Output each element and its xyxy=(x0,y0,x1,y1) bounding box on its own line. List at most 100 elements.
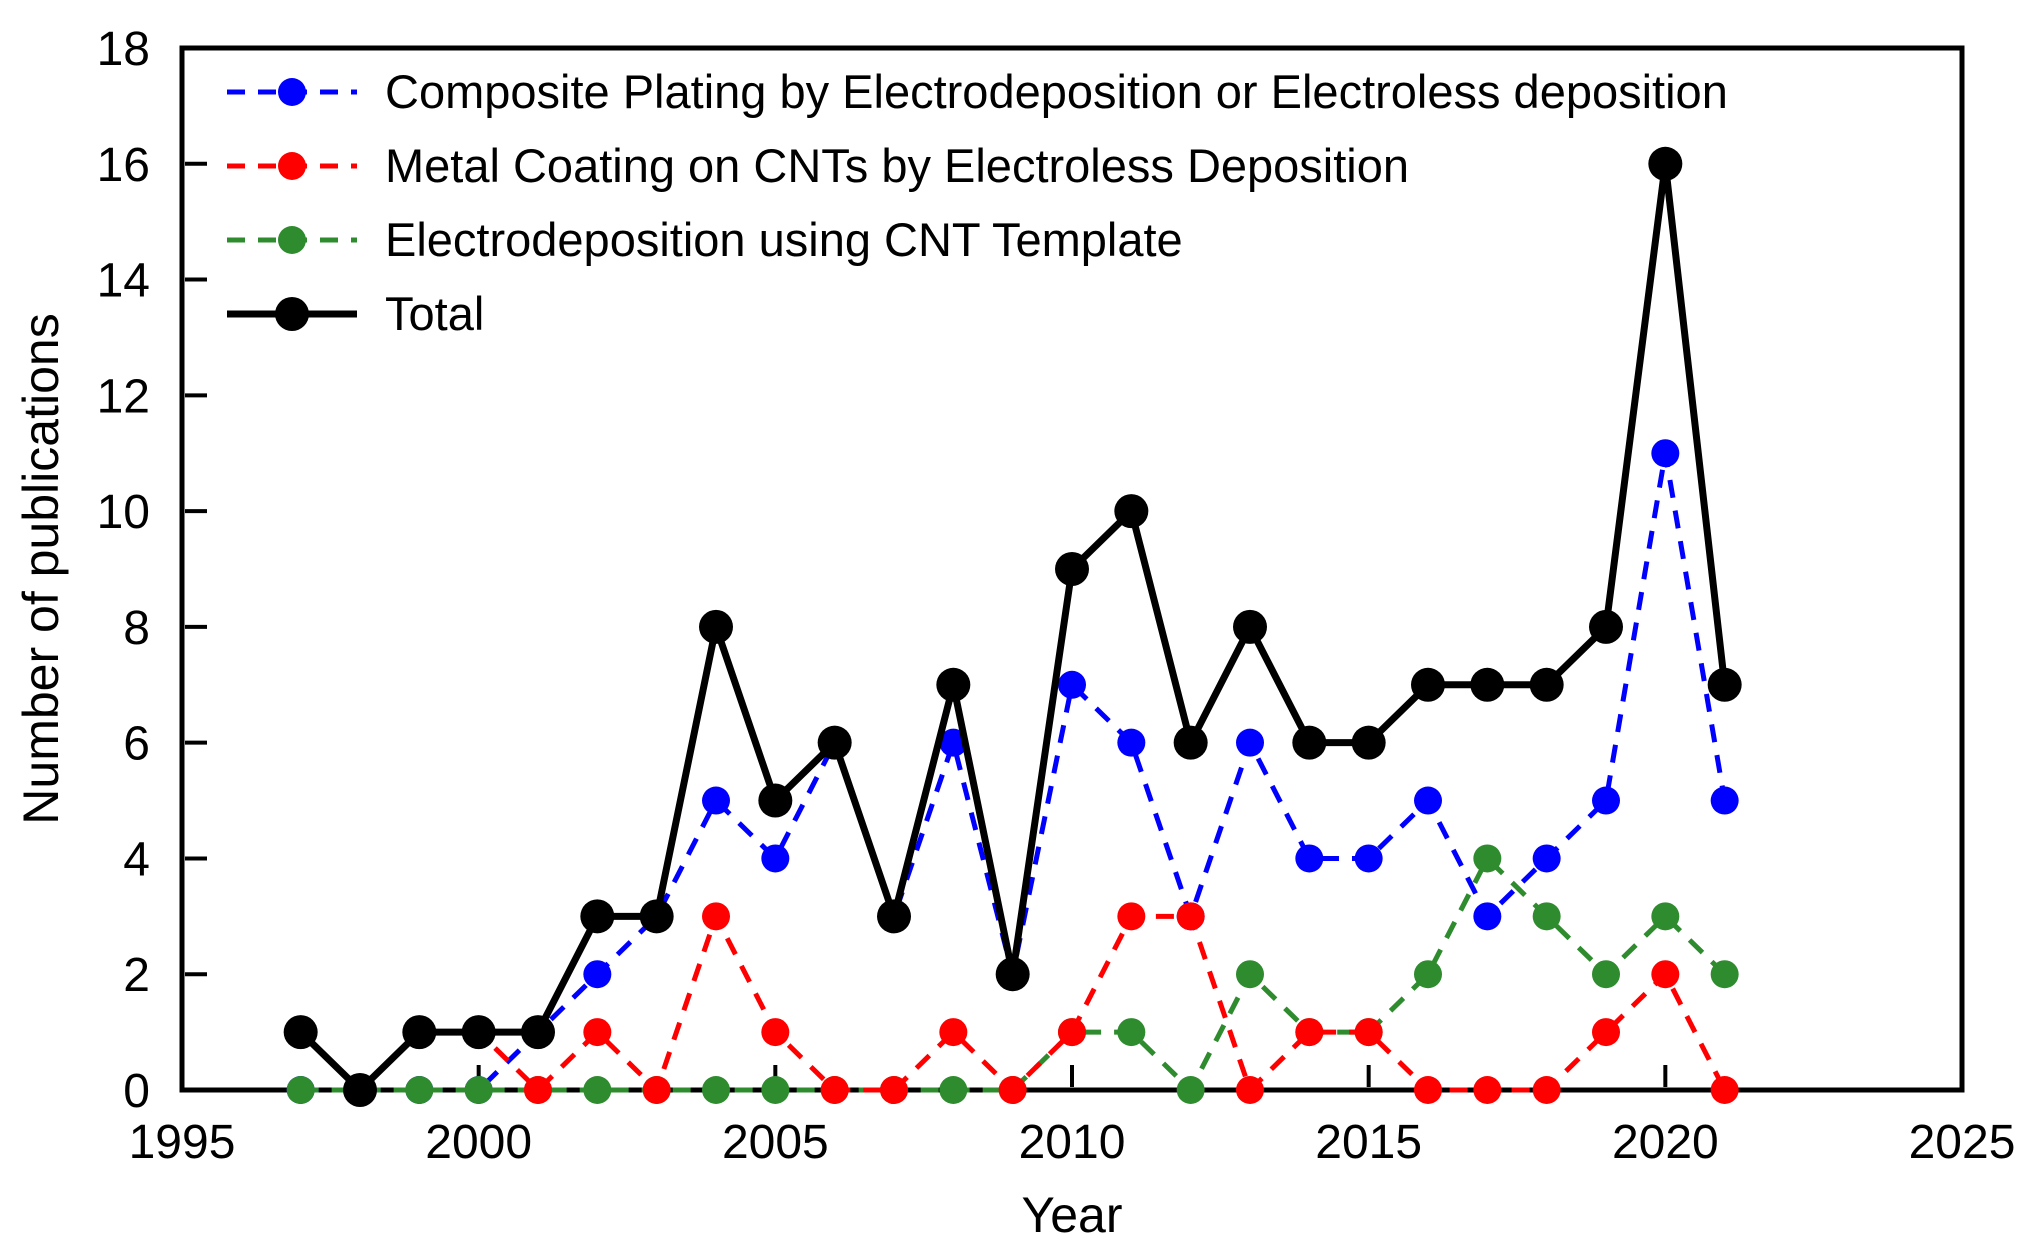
data-point-total-2005 xyxy=(758,783,793,818)
data-point-cnt-template-2000 xyxy=(464,1076,493,1104)
data-point-total-2015 xyxy=(1351,725,1386,760)
series-composite-plating xyxy=(286,439,1739,1104)
data-point-metal-coating-2005 xyxy=(761,1018,790,1047)
legend-item-composite-plating: Composite Plating by Electrodeposition o… xyxy=(227,65,1728,118)
data-point-total-2002 xyxy=(580,899,615,934)
data-point-metal-coating-2011 xyxy=(1117,902,1146,931)
data-point-total-2016 xyxy=(1411,667,1445,702)
data-point-total-2014 xyxy=(1292,725,1327,760)
legend-label-total: Total xyxy=(385,287,484,340)
data-point-total-2008 xyxy=(936,667,971,702)
x-axis-title: Year xyxy=(1021,1187,1122,1243)
legend-item-metal-coating: Metal Coating on CNTs by Electroless Dep… xyxy=(227,139,1409,192)
data-point-total-2003 xyxy=(639,899,674,934)
data-point-composite-plating-2010 xyxy=(1058,670,1086,699)
data-point-total-1997 xyxy=(283,1015,318,1050)
data-point-composite-plating-2017 xyxy=(1473,902,1502,931)
x-tick-label: 2015 xyxy=(1315,1116,1422,1169)
series-metal-coating xyxy=(286,902,1739,1104)
legend-label-composite-plating: Composite Plating by Electrodeposition o… xyxy=(385,65,1728,118)
data-point-total-2010 xyxy=(1055,552,1089,586)
data-point-metal-coating-2006 xyxy=(820,1076,849,1104)
x-tick-label: 2005 xyxy=(722,1116,829,1169)
data-point-metal-coating-2003 xyxy=(642,1076,671,1104)
data-point-composite-plating-2005 xyxy=(761,844,790,873)
x-tick-label: 2010 xyxy=(1019,1116,1126,1169)
data-point-total-2004 xyxy=(699,609,733,644)
data-point-cnt-template-2021 xyxy=(1710,960,1739,989)
data-point-composite-plating-2004 xyxy=(702,786,730,815)
data-point-metal-coating-2016 xyxy=(1414,1076,1442,1104)
legend-item-cnt-template: Electrodeposition using CNT Template xyxy=(227,213,1183,266)
data-point-total-2017 xyxy=(1470,667,1505,702)
data-point-metal-coating-2001 xyxy=(524,1076,552,1104)
x-tick-label: 2020 xyxy=(1612,1116,1719,1169)
plot-border xyxy=(179,45,1965,1093)
data-point-composite-plating-2018 xyxy=(1532,844,1561,873)
data-point-composite-plating-2002 xyxy=(583,960,612,989)
data-point-cnt-template-2011 xyxy=(1117,1018,1146,1047)
y-axis-title: Number of publications xyxy=(13,313,69,824)
series-line-composite-plating xyxy=(300,452,1728,1093)
data-point-composite-plating-2020 xyxy=(1651,439,1680,468)
plot-area: 1995 2000 2005 2010 2015 2020 2025 0 2 4 6 8 10 12 14 1… xyxy=(97,23,2016,1169)
data-point-cnt-template-2018 xyxy=(1532,902,1561,931)
data-point-cnt-template-2020 xyxy=(1651,902,1680,931)
data-point-composite-plating-2014 xyxy=(1295,844,1324,873)
data-point-metal-coating-2009 xyxy=(998,1076,1027,1104)
data-point-composite-plating-2016 xyxy=(1414,786,1442,815)
data-point-total-2019 xyxy=(1589,609,1623,644)
data-point-cnt-template-2008 xyxy=(939,1076,968,1104)
data-point-metal-coating-2014 xyxy=(1295,1018,1324,1047)
data-point-metal-coating-2019 xyxy=(1592,1018,1620,1047)
data-point-cnt-template-2002 xyxy=(583,1076,612,1104)
y-tick-label: 4 xyxy=(123,833,150,886)
data-point-total-2007 xyxy=(877,899,911,934)
data-point-metal-coating-2012 xyxy=(1176,902,1205,931)
data-point-total-2009 xyxy=(995,957,1030,992)
data-point-composite-plating-2021 xyxy=(1710,786,1739,815)
data-point-cnt-template-1997 xyxy=(286,1076,315,1104)
series-total xyxy=(283,146,1742,1107)
legend-item-total: Total xyxy=(227,287,484,340)
data-point-composite-plating-2011 xyxy=(1117,728,1146,757)
data-point-total-2006 xyxy=(817,725,852,760)
data-point-cnt-template-1999 xyxy=(405,1076,434,1104)
data-point-total-1999 xyxy=(402,1015,437,1050)
data-point-cnt-template-2017 xyxy=(1473,844,1502,873)
data-point-total-2001 xyxy=(521,1015,555,1050)
legend-marker-total xyxy=(275,297,309,331)
data-point-metal-coating-2021 xyxy=(1710,1076,1739,1104)
data-point-metal-coating-2017 xyxy=(1473,1076,1502,1104)
series-line-metal-coating xyxy=(298,909,1727,1095)
data-point-metal-coating-2013 xyxy=(1236,1076,1264,1104)
data-point-total-1998 xyxy=(343,1073,377,1107)
legend-label-metal-coating: Metal Coating on CNTs by Electroless Dep… xyxy=(385,139,1409,192)
data-point-total-2013 xyxy=(1233,609,1267,644)
legend-marker-composite-plating xyxy=(278,78,306,106)
legend-label-cnt-template: Electrodeposition using CNT Template xyxy=(385,213,1183,266)
x-tick-label: 2025 xyxy=(1909,1116,2016,1169)
data-point-metal-coating-2004 xyxy=(702,902,730,931)
data-point-total-2021 xyxy=(1707,667,1742,702)
data-point-metal-coating-2020 xyxy=(1651,960,1680,989)
data-point-metal-coating-2018 xyxy=(1532,1076,1561,1104)
x-tick-label: 2000 xyxy=(425,1116,532,1169)
data-point-composite-plating-2015 xyxy=(1354,844,1383,873)
data-point-total-2018 xyxy=(1529,667,1564,702)
data-point-total-2011 xyxy=(1114,494,1149,529)
y-tick-label: 0 xyxy=(123,1065,150,1118)
y-tick-label: 10 xyxy=(97,486,150,539)
legend: Composite Plating by Electrodeposition o… xyxy=(227,65,1728,340)
data-point-metal-coating-2008 xyxy=(939,1018,968,1047)
y-tick-label: 6 xyxy=(123,718,150,771)
legend-marker-metal-coating xyxy=(278,152,306,180)
x-tick-label: 1995 xyxy=(129,1116,236,1169)
data-point-total-2012 xyxy=(1173,725,1208,760)
y-tick-label: 18 xyxy=(97,23,150,76)
data-point-cnt-template-2004 xyxy=(702,1076,730,1104)
data-point-metal-coating-2015 xyxy=(1354,1018,1383,1047)
series-line-total xyxy=(298,163,1729,1095)
legend-marker-cnt-template xyxy=(278,226,306,254)
